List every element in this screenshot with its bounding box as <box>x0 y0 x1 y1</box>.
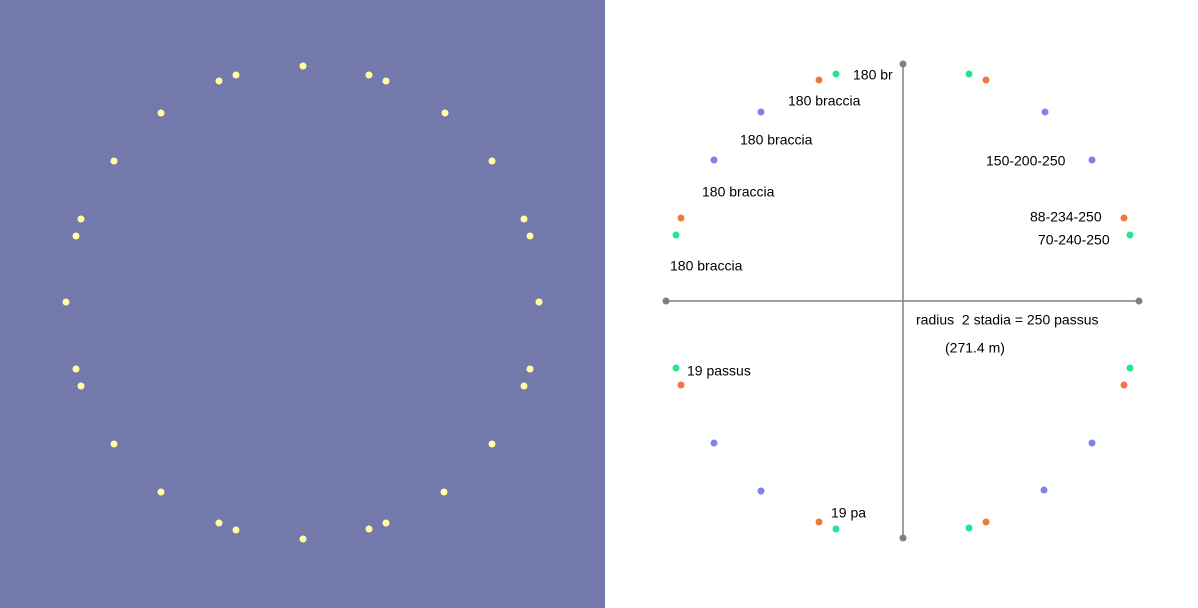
yellow-dot <box>110 157 118 165</box>
yellow-dot <box>72 365 80 373</box>
yellow-dot <box>62 298 70 306</box>
yellow-dot <box>215 77 223 85</box>
label: 88-234-250 <box>1030 209 1102 225</box>
yellow-dot <box>72 232 80 240</box>
yellow-dot <box>441 109 449 117</box>
yellow-dot <box>488 157 496 165</box>
axis-end-dot <box>1135 297 1143 305</box>
yellow-dot <box>520 215 528 223</box>
label: 180 braccia <box>702 184 775 200</box>
yellow-dot <box>440 488 448 496</box>
yellow-dot <box>382 77 390 85</box>
yellow-dot <box>535 298 543 306</box>
blue-dot <box>1088 156 1096 164</box>
yellow-dot <box>520 382 528 390</box>
axis-end-dot <box>899 60 907 68</box>
label: 180 br <box>853 67 893 83</box>
axis-end-dot <box>899 534 907 542</box>
orange-dot <box>815 76 823 84</box>
orange-dot <box>677 214 685 222</box>
yellow-dot <box>382 519 390 527</box>
yellow-dot <box>77 382 85 390</box>
yellow-dot <box>110 440 118 448</box>
label: 180 braccia <box>740 132 813 148</box>
yellow-dot <box>526 365 534 373</box>
yellow-dot <box>77 215 85 223</box>
yellow-dot <box>232 71 240 79</box>
green-dot <box>965 524 973 532</box>
label: 70-240-250 <box>1038 232 1110 248</box>
green-dot <box>1126 231 1134 239</box>
blue-dot <box>710 156 718 164</box>
axis-end-dot <box>662 297 670 305</box>
yellow-dot <box>299 535 307 543</box>
label: 180 braccia <box>670 258 743 274</box>
label: 180 braccia <box>788 93 861 109</box>
green-dot <box>672 364 680 372</box>
orange-dot <box>677 381 685 389</box>
orange-dot <box>815 518 823 526</box>
orange-dot <box>982 76 990 84</box>
yellow-dot <box>299 62 307 70</box>
blue-dot <box>757 487 765 495</box>
blue-dot <box>757 108 765 116</box>
left-panel <box>0 0 605 608</box>
blue-dot <box>1088 439 1096 447</box>
yellow-dot <box>365 71 373 79</box>
yellow-dot <box>215 519 223 527</box>
blue-dot <box>710 439 718 447</box>
yellow-dot <box>232 526 240 534</box>
dots <box>62 60 1143 543</box>
blue-dot <box>1040 486 1048 494</box>
label: 19 passus <box>687 363 751 379</box>
yellow-dot <box>526 232 534 240</box>
green-dot <box>965 70 973 78</box>
yellow-dot <box>157 109 165 117</box>
label: 19 pa <box>831 505 866 521</box>
green-dot <box>832 525 840 533</box>
orange-dot <box>982 518 990 526</box>
yellow-dot <box>488 440 496 448</box>
blue-dot <box>1041 108 1049 116</box>
yellow-dot <box>157 488 165 496</box>
green-dot <box>832 70 840 78</box>
orange-dot <box>1120 214 1128 222</box>
label: 150-200-250 <box>986 153 1066 169</box>
orange-dot <box>1120 381 1128 389</box>
green-dot <box>1126 364 1134 372</box>
green-dot <box>672 231 680 239</box>
right-panel <box>605 0 1198 608</box>
yellow-dot <box>365 525 373 533</box>
label: radius 2 stadia = 250 passus <box>916 312 1099 328</box>
label: (271.4 m) <box>945 340 1005 356</box>
